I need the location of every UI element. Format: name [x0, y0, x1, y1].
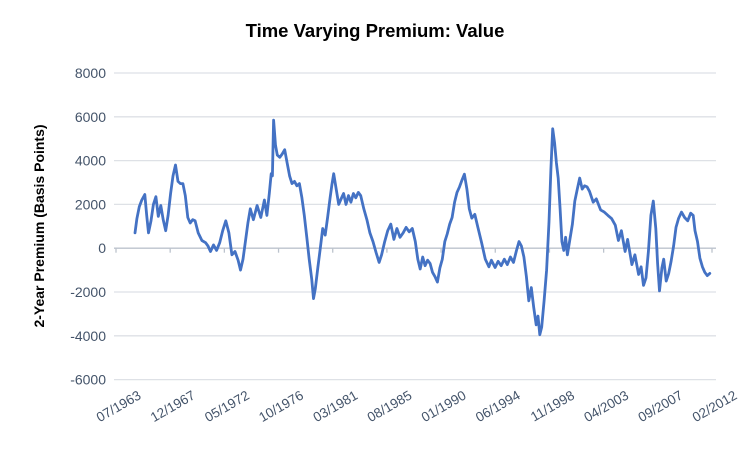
y-tick-label-2000: 2000: [75, 196, 106, 212]
x-tick-label-1: 12/1967: [148, 388, 198, 425]
x-tick-label-7: 06/1994: [473, 387, 523, 425]
x-tick-label-0: 07/1963: [94, 388, 144, 425]
x-tick-label-3: 10/1976: [256, 388, 306, 425]
x-tick-label-8: 11/1998: [528, 388, 577, 425]
x-tick-label-2: 05/1972: [202, 388, 252, 425]
y-tick-label-6000: 6000: [75, 109, 106, 125]
y-tick-label--4000: -4000: [70, 328, 106, 344]
y-tick-label--2000: -2000: [70, 284, 106, 300]
premium-line-series: [133, 118, 712, 337]
x-tick-label-9: 04/2003: [581, 388, 631, 425]
y-tick-label-8000: 8000: [75, 65, 106, 81]
chart-title: Time Varying Premium: Value: [246, 20, 505, 41]
x-tick-label-5: 08/1985: [365, 388, 415, 425]
y-tick-label-4000: 4000: [75, 153, 106, 169]
x-tick-label-6: 01/1990: [419, 388, 469, 425]
y-tick-label-0: 0: [98, 240, 106, 256]
x-tick-label-4: 03/1981: [310, 388, 360, 425]
y-axis-title: 2-Year Premium (Basis Points): [31, 124, 47, 327]
x-tick-label-11: 02/2012: [690, 388, 740, 425]
y-tick-label--6000: -6000: [70, 372, 106, 388]
x-tick-label-10: 09/2007: [636, 388, 686, 425]
